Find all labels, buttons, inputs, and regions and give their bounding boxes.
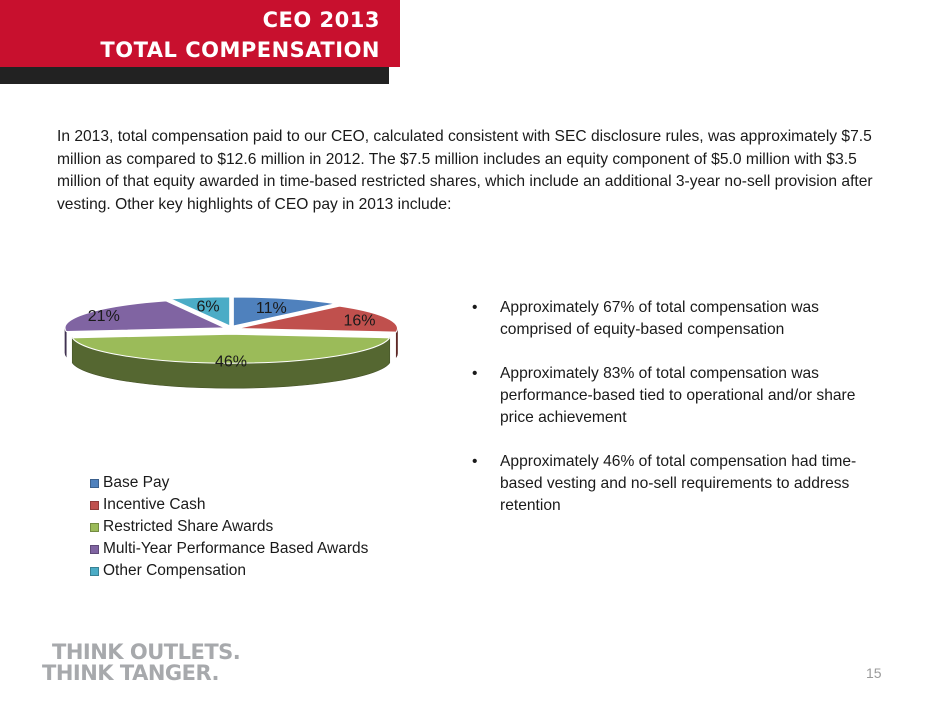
legend-swatch	[90, 500, 99, 510]
intro-paragraph: In 2013, total compensation paid to our …	[57, 128, 873, 213]
pie-slice-incentive-cash	[237, 305, 399, 333]
pie-side-incentive-cash	[395, 328, 398, 359]
bullet-item: • Approximately 46% of total compensatio…	[472, 451, 872, 517]
legend-swatch	[90, 478, 99, 488]
legend-item-other-compensation: Other Compensation	[90, 560, 368, 582]
chart-legend: Base Pay Incentive Cash Restricted Share…	[90, 472, 368, 582]
legend-item-multi-year-performance: Multi-Year Performance Based Awards	[90, 538, 368, 560]
logo-line-1: THINK OUTLETS.	[52, 640, 241, 664]
data-label-multi-year-performance: 21%	[88, 308, 120, 325]
pie-side-multi-year-performance	[64, 327, 67, 358]
data-label-base-pay: 11%	[256, 300, 287, 317]
legend-item-base-pay: Base Pay	[90, 472, 368, 494]
pie-chart: 11% 16% 46% 21% 6%	[64, 296, 399, 389]
legend-label: Restricted Share Awards	[103, 518, 274, 535]
bullet-text: Approximately 46% of total compensation …	[500, 453, 857, 514]
legend-item-incentive-cash: Incentive Cash	[90, 494, 368, 516]
legend-swatch	[90, 544, 99, 554]
bullet-icon: •	[472, 365, 478, 382]
title-line-1: CEO 2013	[262, 8, 380, 32]
bullet-icon: •	[472, 453, 478, 470]
page-number: 15	[866, 665, 882, 681]
bullet-text: Approximately 67% of total compensation …	[500, 299, 819, 338]
data-label-incentive-cash: 16%	[343, 313, 375, 330]
legend-label: Incentive Cash	[103, 496, 206, 513]
slide-title: CEO 2013 TOTAL COMPENSATION	[0, 0, 400, 67]
logo-line-2: THINK TANGER.	[42, 661, 220, 685]
highlights-list: • Approximately 67% of total compensatio…	[472, 297, 872, 539]
data-label-other-compensation: 6%	[197, 298, 220, 315]
bullet-item: • Approximately 83% of total compensatio…	[472, 363, 872, 429]
pie-slice-base-pay	[232, 296, 336, 327]
bullet-text: Approximately 83% of total compensation …	[500, 365, 856, 426]
tanger-logo: THINK OUTLETS. THINK TANGER.	[42, 640, 241, 685]
bullet-icon: •	[472, 299, 478, 316]
legend-label: Multi-Year Performance Based Awards	[103, 540, 369, 557]
legend-label: Base Pay	[103, 474, 170, 491]
data-label-restricted-share-awards: 46%	[215, 353, 247, 370]
title-line-2: TOTAL COMPENSATION	[100, 38, 380, 62]
pie-slice-other-compensation	[170, 296, 231, 327]
legend-label: Other Compensation	[103, 562, 247, 579]
legend-swatch	[90, 522, 99, 532]
bullet-item: • Approximately 67% of total compensatio…	[472, 297, 872, 341]
legend-item-restricted-share-awards: Restricted Share Awards	[90, 516, 368, 538]
legend-swatch	[90, 566, 99, 576]
pie-slice-restricted-share-awards	[71, 333, 391, 364]
pie-slice-multi-year-performance	[64, 300, 226, 333]
